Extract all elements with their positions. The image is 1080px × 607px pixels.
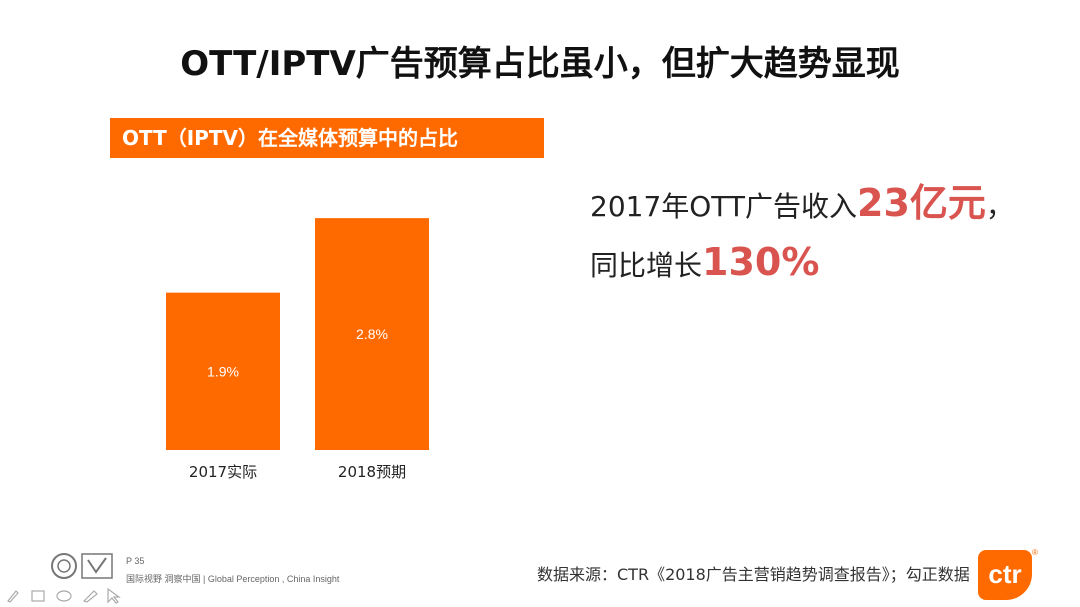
slide-title: OTT/IPTV广告预算占比虽小，但扩大趋势显现 xyxy=(180,44,900,84)
bar-1 xyxy=(166,292,280,450)
pen-icon[interactable] xyxy=(82,590,98,603)
category-label-1: 2017实际 xyxy=(189,463,257,481)
stat-growth-value: 130% xyxy=(702,240,820,284)
ctr-logo: ctr xyxy=(978,550,1032,600)
stat-revenue-suffix: ， xyxy=(985,190,1014,223)
pointer-icon[interactable] xyxy=(107,587,121,604)
value-labels-group: 1.9% 2.8% xyxy=(207,326,388,379)
category-label-2: 2018预期 xyxy=(338,463,406,481)
bars-group xyxy=(166,218,429,450)
bar-chart: 1.9% 2.8% 2017实际 2018预期 xyxy=(166,218,429,481)
category-labels-group: 2017实际 2018预期 xyxy=(189,463,406,481)
bar-2 xyxy=(315,218,429,450)
page-number: P 35 xyxy=(126,556,145,566)
stat-growth: 同比增长130% xyxy=(590,240,819,284)
stat-revenue-prefix: 2017年OTT广告收入 xyxy=(590,190,858,223)
highlighter-icon[interactable] xyxy=(31,590,45,602)
value-label-1: 1.9% xyxy=(207,363,239,379)
eraser-icon[interactable] xyxy=(56,590,72,602)
stat-revenue-value: 23亿元 xyxy=(857,181,986,225)
certification-logo-icon xyxy=(51,553,113,579)
stat-revenue: 2017年OTT广告收入23亿元， xyxy=(590,172,1014,227)
stat-growth-prefix: 同比增长 xyxy=(590,249,703,282)
registered-mark: ® xyxy=(1032,548,1038,557)
data-source: 数据来源：CTR《2018广告主营销趋势调查报告》；勾正数据 xyxy=(537,565,970,584)
chart-title: OTT（IPTV）在全媒体预算中的占比 xyxy=(110,118,544,158)
presentation-toolbar xyxy=(7,587,121,604)
footer-tagline: 国际视野 洞察中国 | Global Perception , China In… xyxy=(126,574,340,584)
pen-tool-icon[interactable] xyxy=(7,590,19,603)
value-label-2: 2.8% xyxy=(356,326,388,342)
